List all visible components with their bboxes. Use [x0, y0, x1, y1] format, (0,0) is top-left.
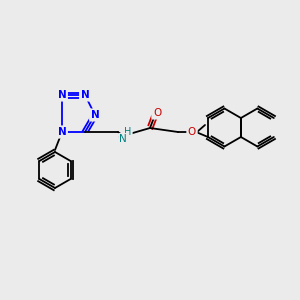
Text: O: O	[153, 108, 161, 118]
Text: N: N	[119, 134, 127, 144]
Text: N: N	[58, 90, 66, 100]
Text: H: H	[124, 127, 132, 137]
Text: N: N	[91, 110, 99, 120]
Text: N: N	[58, 127, 66, 137]
Text: O: O	[188, 127, 196, 137]
Text: N: N	[81, 90, 89, 100]
